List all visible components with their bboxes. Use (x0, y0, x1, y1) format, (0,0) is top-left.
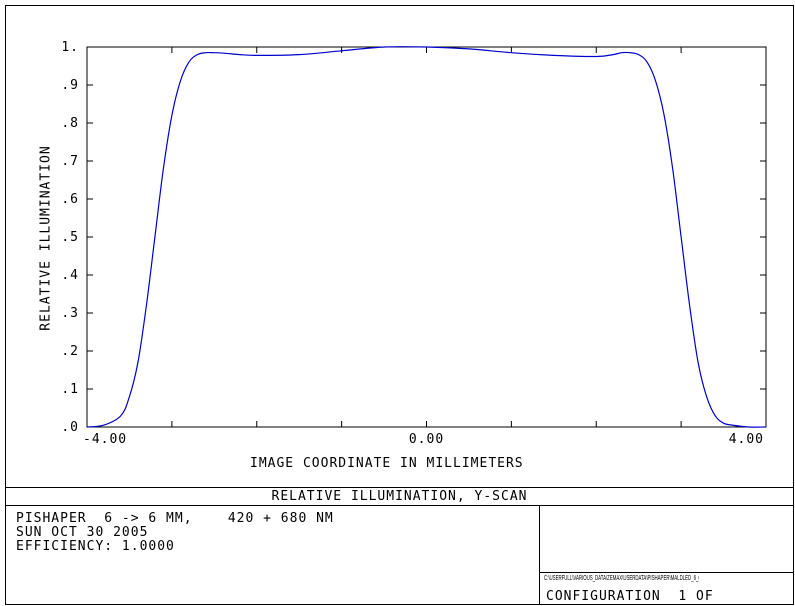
info-block: PISHAPER 6 -> 6 MM, 420 + 680 NM SUN OCT… (16, 512, 334, 554)
config-divider (540, 572, 794, 573)
plot-box (86, 46, 767, 428)
chart-title: RELATIVE ILLUMINATION, Y-SCAN (271, 489, 528, 504)
x-axis-label: IMAGE COORDINATE IN MILLIMETERS (250, 456, 524, 471)
y-tick-label: .1 (61, 382, 79, 397)
config-box: C:\USERFULL\VARIOUS_DATA\ZEMAX\USERDATA\… (539, 506, 794, 605)
title-bar: RELATIVE ILLUMINATION, Y-SCAN (5, 487, 794, 506)
y-tick-label: 1. (61, 40, 79, 55)
x-tick-label: -4.00 (83, 432, 127, 447)
y-axis-label: RELATIVE ILLUMINATION (38, 145, 54, 331)
date-line: SUN OCT 30 2005 (16, 525, 149, 540)
data-series-line (86, 46, 767, 428)
x-tick-label: 0.00 (409, 432, 444, 447)
system-description: PISHAPER 6 -> 6 MM, 420 + 680 NM (16, 511, 334, 526)
file-path: C:\USERFULL\VARIOUS_DATA\ZEMAX\USERDATA\… (544, 575, 699, 582)
configuration-label: CONFIGURATION 1 OF (546, 589, 714, 604)
plot-frame (5, 5, 794, 605)
y-tick-label: .0 (61, 420, 79, 435)
y-tick-label: .4 (61, 268, 79, 283)
y-tick-label: .7 (61, 154, 79, 169)
y-tick-label: .3 (61, 306, 79, 321)
x-tick-label: 4.00 (729, 432, 764, 447)
y-tick-label: .9 (61, 78, 79, 93)
y-tick-label: .2 (61, 344, 79, 359)
y-tick-label: .8 (61, 116, 79, 131)
efficiency-line: EFFICIENCY: 1.0000 (16, 539, 175, 554)
relative-illumination-chart: .0 .1 .2 .3 .4 .5 .6 .7 .8 .9 1. -4.00 0.00 4.00 (61, 40, 767, 447)
y-tick-label: .6 (61, 192, 79, 207)
y-tick-label: .5 (61, 230, 79, 245)
